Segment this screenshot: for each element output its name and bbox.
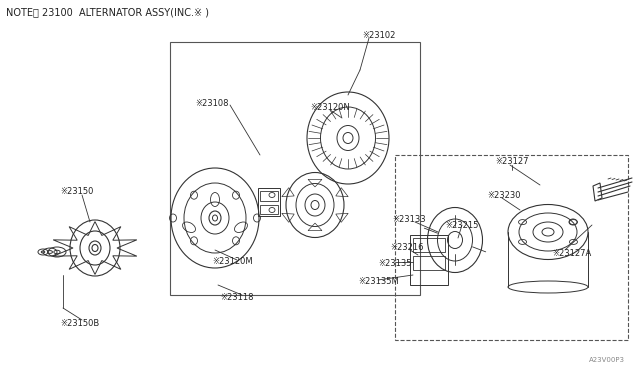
Text: NOTE； 23100  ALTERNATOR ASSY(INC.※ ): NOTE； 23100 ALTERNATOR ASSY(INC.※ ) (6, 7, 209, 17)
Bar (413, 256, 445, 270)
Text: ※23120N: ※23120N (310, 103, 349, 112)
Text: ※23150: ※23150 (60, 187, 93, 196)
Text: ※23118: ※23118 (220, 294, 253, 302)
Text: ※23215: ※23215 (445, 221, 478, 230)
Bar (260, 205, 278, 214)
Text: ※23127: ※23127 (495, 157, 529, 167)
Text: ※23135: ※23135 (378, 259, 412, 267)
Text: ※23150B: ※23150B (60, 318, 99, 327)
Text: A23V00P3: A23V00P3 (589, 357, 625, 363)
Bar (413, 238, 445, 252)
Text: ※23120M: ※23120M (212, 257, 253, 266)
Text: ※23216: ※23216 (390, 244, 424, 253)
Text: ※23127A: ※23127A (552, 248, 591, 257)
Bar (410, 235, 448, 285)
Text: ※23230: ※23230 (487, 192, 520, 201)
Text: ※23135M: ※23135M (358, 278, 399, 286)
Bar (258, 188, 280, 216)
Text: ※23108: ※23108 (195, 99, 228, 108)
Text: ※23133: ※23133 (392, 215, 426, 224)
Bar (260, 191, 278, 201)
Text: ※23102: ※23102 (362, 31, 396, 39)
